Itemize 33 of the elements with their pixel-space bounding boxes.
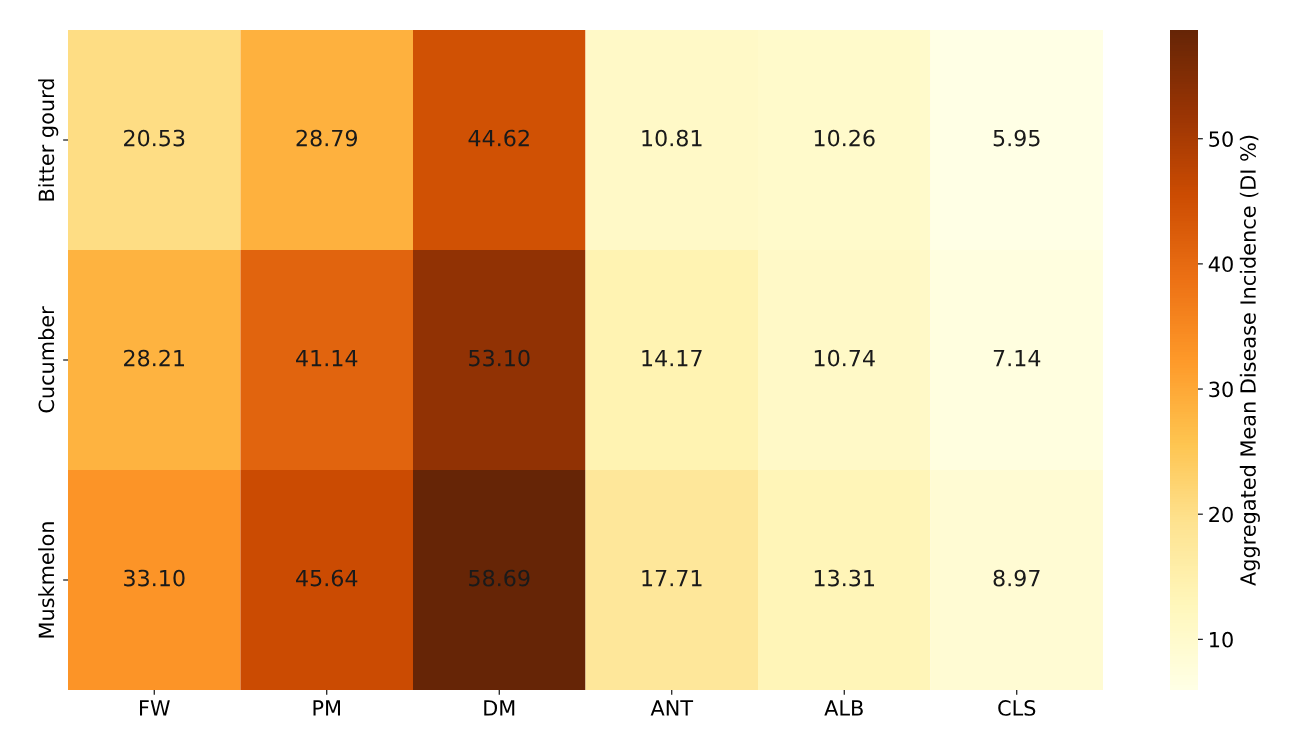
color-bar-label: 20 <box>1209 506 1233 523</box>
data-label: 58.69 <box>469 569 530 587</box>
data-label: 33.10 <box>124 569 185 587</box>
color-bar-label: 30 <box>1209 381 1233 398</box>
y-tick-label: Muskmelon <box>38 522 55 638</box>
data-label: 45.64 <box>296 569 358 587</box>
data-label: 20.53 <box>124 129 185 147</box>
data-label: 10.74 <box>814 349 875 367</box>
data-label: 10.26 <box>814 129 875 147</box>
data-label: 28.79 <box>296 129 357 147</box>
y-tick-label: Bitter gourd <box>38 79 59 201</box>
data-label: 44.62 <box>468 129 529 147</box>
data-label: 8.97 <box>993 569 1040 587</box>
data-label: 28.21 <box>124 349 185 367</box>
color-bar-label: 40 <box>1208 256 1233 273</box>
x-tick-label: ANT <box>650 700 694 716</box>
data-label: 53.10 <box>469 349 530 367</box>
color-bar-label: 10 <box>1210 631 1233 648</box>
data-label: 17.71 <box>642 569 702 587</box>
x-tick-label: CLS <box>998 700 1036 716</box>
color-bar-title: Aggregated Mean Disease Incidence (DI %) <box>1239 135 1260 586</box>
data-label: 41.14 <box>296 349 358 367</box>
data-label: 7.14 <box>993 349 1041 367</box>
x-tick-label: FW <box>140 700 170 716</box>
data-label: 13.31 <box>814 569 875 587</box>
data-label: 5.95 <box>993 129 1040 147</box>
data-label: 10.81 <box>642 129 702 147</box>
x-tick-label: PM <box>313 700 340 716</box>
x-tick-label: DM <box>484 700 515 716</box>
y-tick-label: Cucumber <box>38 306 55 413</box>
data-label: 14.17 <box>642 349 702 367</box>
x-tick-label: ALB <box>824 700 863 716</box>
color-bar-label: 50 <box>1209 131 1233 147</box>
